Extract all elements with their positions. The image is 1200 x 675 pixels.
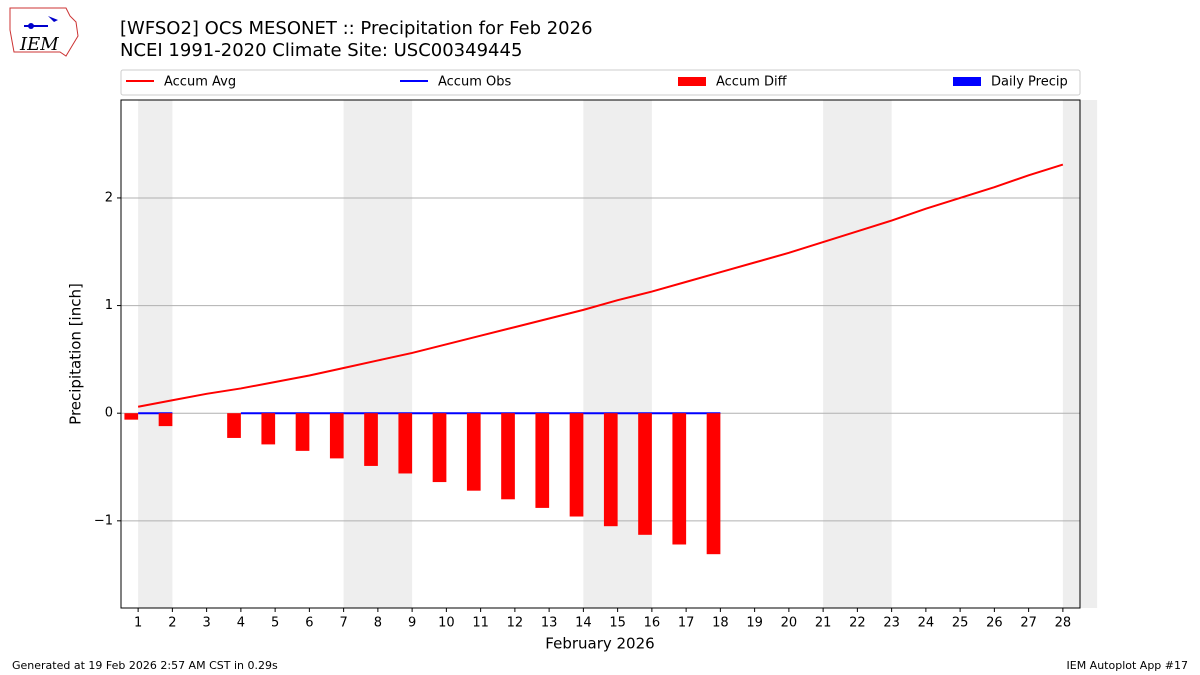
legend-swatch [678,77,706,86]
x-tick-label: 9 [408,616,416,631]
x-tick-label: 15 [609,616,626,631]
bar [466,413,481,491]
x-tick-label: 2 [168,616,176,631]
axes-frame [120,99,1081,609]
bar [329,413,344,459]
y-tick-label: 0 [105,406,113,421]
x-tick-label: 23 [883,616,900,631]
bar [706,413,721,555]
legend-label: Daily Precip [991,75,1068,90]
bar [432,413,447,483]
chart-subtitle: NCEI 1991-2020 Climate Site: USC00349445 [120,40,522,61]
x-axis-label: February 2026 [545,635,654,653]
x-tick-label: 11 [472,616,489,631]
x-tick-label: 19 [746,616,763,631]
weekend-shade [343,100,413,608]
x-tick-label: 26 [986,616,1003,631]
bar [672,413,687,545]
bar [227,413,241,438]
y-tick-label: 1 [105,298,113,313]
x-tick-label: 27 [1020,616,1037,631]
x-tick-label: 8 [374,616,382,631]
logo-text: IEM [19,34,59,55]
footer-right: IEM Autoplot App #17 [1067,659,1189,672]
y-axis-label: Precipitation [inch] [67,283,85,425]
x-tick-label: 5 [271,616,279,631]
x-tick-label: 10 [438,616,455,631]
line [137,163,1064,408]
bar [398,413,413,474]
x-tick-label: 1 [134,616,142,631]
x-tick-label: 16 [644,616,661,631]
bar [158,413,173,427]
x-tick-label: 13 [541,616,558,631]
x-tick-label: 4 [237,616,245,631]
legend-swatch [953,77,981,86]
chart-title: [WFSO2] OCS MESONET :: Precipitation for… [120,18,593,39]
bar [261,413,276,445]
footer-left: Generated at 19 Feb 2026 2:57 AM CST in … [12,659,278,672]
bar [535,413,550,508]
x-tick-label: 20 [781,616,798,631]
legend-label: Accum Obs [438,75,511,90]
bar [569,413,584,517]
x-tick-label: 12 [507,616,524,631]
bar [501,413,515,500]
legend-box [120,69,1081,96]
legend-label: Accum Diff [716,75,788,90]
x-tick-label: 6 [305,616,313,631]
x-tick-label: 25 [952,616,969,631]
weekend-shade [823,100,892,608]
x-tick-label: 22 [849,616,866,631]
logo: IEM [9,7,79,57]
bar [364,413,378,466]
bar [638,413,652,535]
y-tick-label: 2 [105,190,113,205]
y-tick-label: −1 [94,513,113,528]
x-tick-label: 14 [575,616,592,631]
weekend-shade [138,100,173,608]
x-tick-label: 18 [712,616,729,631]
legend-label: Accum Avg [164,75,236,90]
x-tick-label: 17 [678,616,695,631]
x-tick-label: 7 [339,616,347,631]
x-tick-label: 24 [918,616,935,631]
x-tick-label: 28 [1055,616,1072,631]
bar [295,413,310,451]
bar [603,413,618,527]
bar [124,413,139,420]
x-tick-label: 3 [202,616,210,631]
x-tick-label: 21 [815,616,832,631]
